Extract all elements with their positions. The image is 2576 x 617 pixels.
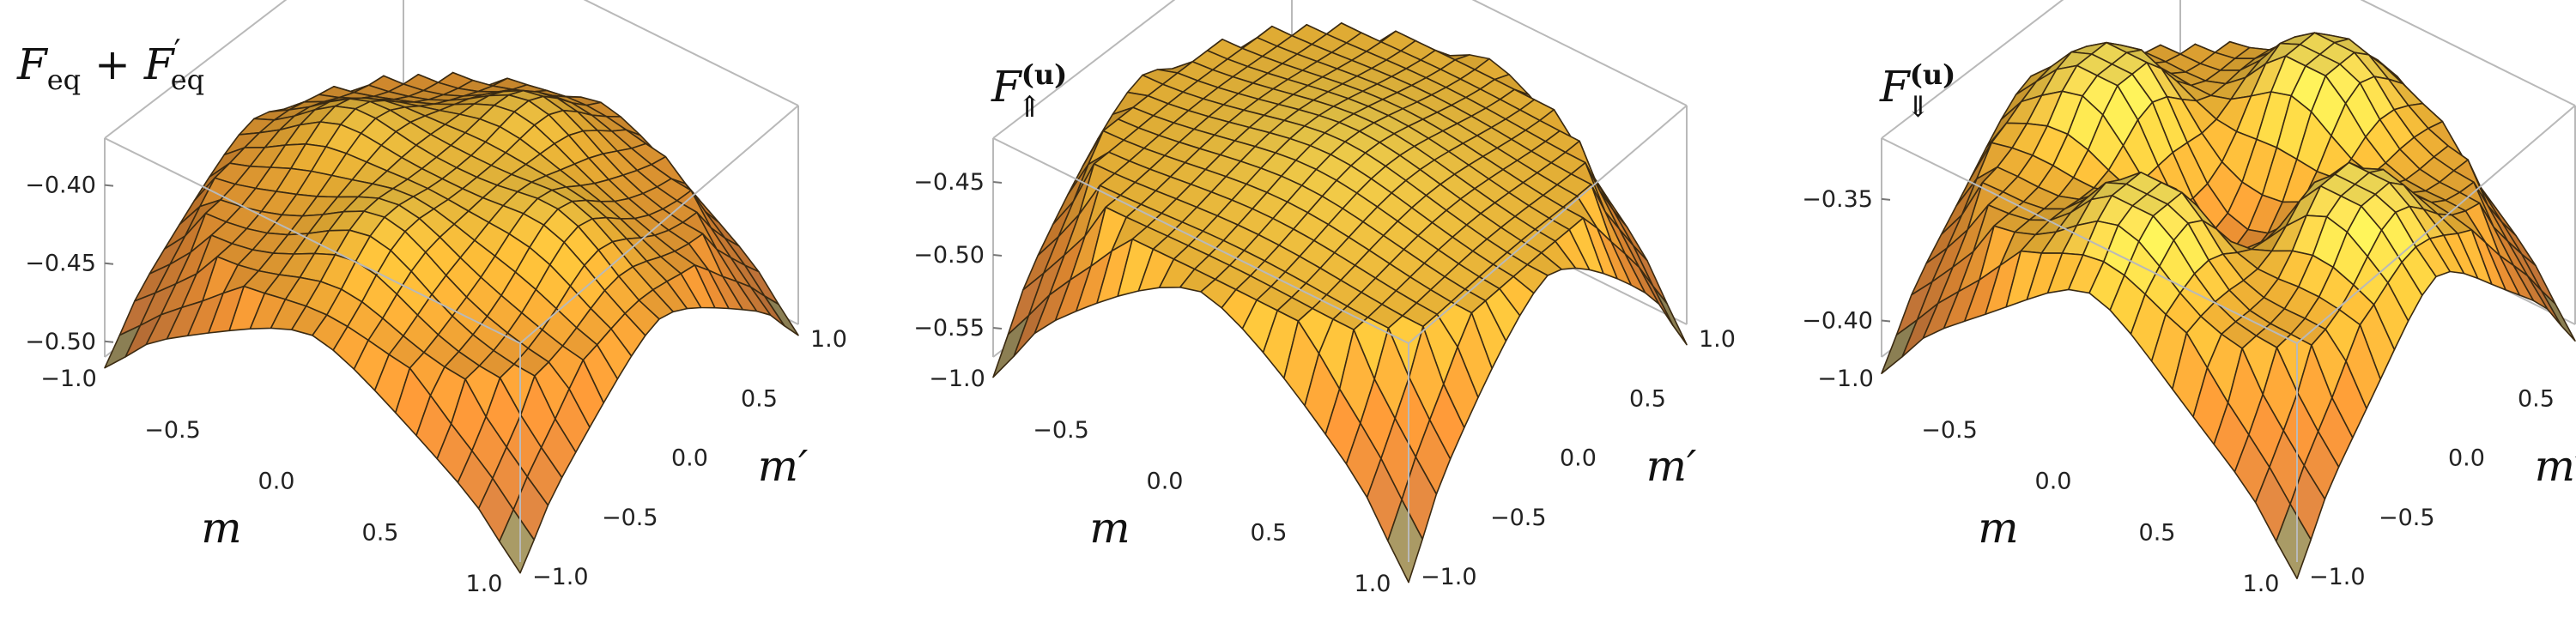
z-tick-mark-0 <box>992 181 1003 184</box>
z-tick-label-2: −0.55 <box>913 315 985 342</box>
mprime-axis-label: m′ <box>758 441 809 491</box>
m-tick-label-0: −1.0 <box>1817 366 1874 392</box>
z-tick-label-0: −0.40 <box>25 172 96 199</box>
surface-plot-3: −0.35 −0.40 −1.0 −0.5 0.0 0.5 1.0 −1.0 −0.5 0.0 0.… <box>1802 0 2576 597</box>
title-prime: ′ <box>174 34 181 70</box>
box-edge-front-2 <box>519 105 799 344</box>
mprime-tick-label-2: 0.0 <box>2448 445 2485 472</box>
z-tick-label-1: −0.40 <box>1802 308 1873 335</box>
m-tick-label-4: 1.0 <box>2243 571 2280 597</box>
z-tick-mark-1 <box>104 262 114 265</box>
title-subscript-2: eq <box>171 64 204 96</box>
surface-cell-19-19 <box>2540 289 2576 342</box>
surface-cell-19-19 <box>763 295 799 336</box>
m-tick-label-1: −0.5 <box>1033 417 1089 444</box>
mprime-tick-label-2: 0.0 <box>1560 445 1597 472</box>
m-axis-label: m <box>1978 503 2018 553</box>
box-edge-back-3 <box>1881 0 2064 139</box>
m-tick-label-2: 0.0 <box>258 469 295 495</box>
box-edge-front-1 <box>992 137 1409 344</box>
m-tick-label-2: 0.0 <box>1147 469 1184 495</box>
mprime-axis-label: m′ <box>1646 441 1697 491</box>
z-tick-label-1: −0.45 <box>25 251 96 277</box>
mprime-tick-label-0: −1.0 <box>1421 564 1477 590</box>
z-tick-mark-0 <box>1881 197 1891 201</box>
plot-title-1: Feq + F′ eq <box>16 34 204 96</box>
mprime-tick-label-1: −0.5 <box>1490 505 1547 531</box>
box-edge-front-1 <box>104 137 521 344</box>
z-tick-mark-0 <box>104 184 114 187</box>
box-edge-back-3 <box>104 0 288 139</box>
mprime-tick-label-0: −1.0 <box>2309 564 2366 590</box>
mprime-tick-label-3: 0.5 <box>2518 385 2555 412</box>
m-tick-label-2: 0.0 <box>2035 469 2072 495</box>
mprime-tick-label-4: 1.0 <box>1699 326 1736 353</box>
m-axis-label: m <box>1089 503 1130 553</box>
m-tick-label-3: 0.5 <box>2139 519 2176 546</box>
title-subscript: ⇓ <box>1906 90 1930 124</box>
z-tick-label-1: −0.50 <box>913 242 985 269</box>
title-operator: + <box>81 39 144 89</box>
mprime-tick-label-2: 0.0 <box>671 445 708 472</box>
m-tick-label-0: −1.0 <box>40 366 97 392</box>
m-tick-label-3: 0.5 <box>1251 519 1288 546</box>
surface-cell-19-0 <box>1387 499 1423 584</box>
z-tick-label-0: −0.45 <box>913 169 985 196</box>
box-edge-front-2 <box>2296 105 2576 344</box>
m-tick-label-1: −0.5 <box>1921 417 1978 444</box>
mprime-tick-label-3: 0.5 <box>1629 385 1666 412</box>
surface-plot-1: −0.40 −0.45 −0.50 −1.0 −0.5 0.0 0.5 1.0 −1.0 −0.5… <box>16 0 847 597</box>
z-tick-label-2: −0.50 <box>25 329 96 355</box>
title-symbol-2: F <box>143 39 176 89</box>
title-symbol: F <box>991 62 1023 112</box>
m-tick-label-4: 1.0 <box>1355 571 1391 597</box>
surface-cell-19-0 <box>498 509 536 574</box>
z-tick-mark-1 <box>1881 319 1891 323</box>
title-superscript: (u) <box>1021 58 1068 91</box>
m-tick-label-3: 0.5 <box>362 519 399 546</box>
box-edge-front-1 <box>1881 137 2298 344</box>
box-edge-front-2 <box>1408 105 1688 344</box>
title-symbol: F <box>16 39 49 89</box>
title-symbol: F <box>1879 62 1912 112</box>
title-subscript: ⇑ <box>1017 90 1042 124</box>
plot-title-3: F(u) ⇓ <box>1879 58 1955 124</box>
mprime-axis-label: m′ <box>2535 441 2576 491</box>
mprime-tick-label-0: −1.0 <box>532 564 589 590</box>
surface-plot-2: −0.45 −0.50 −0.55 −1.0 −0.5 0.0 0.5 1.0 −1.0 −0.5… <box>913 0 1736 597</box>
surface-cell-19-0 <box>2276 503 2312 580</box>
plot-title-2: F(u) ⇑ <box>991 58 1067 124</box>
z-tick-mark-2 <box>992 327 1003 330</box>
z-tick-label-0: −0.35 <box>1802 186 1873 213</box>
box-edge-back-3 <box>992 0 1176 139</box>
mprime-tick-label-1: −0.5 <box>2379 505 2435 531</box>
m-tick-label-0: −1.0 <box>929 366 985 392</box>
title-superscript: (u) <box>1910 58 1956 91</box>
z-tick-mark-1 <box>992 254 1003 257</box>
box-edge-back-4 <box>2360 0 2576 106</box>
title-subscript: eq <box>47 64 81 96</box>
m-tick-label-1: −0.5 <box>144 417 201 444</box>
box-edge-back-4 <box>583 0 799 106</box>
mprime-tick-label-4: 1.0 <box>810 326 847 353</box>
box-edge-back-4 <box>1471 0 1688 106</box>
m-tick-label-4: 1.0 <box>466 571 503 597</box>
m-axis-label: m <box>201 503 241 553</box>
mprime-tick-label-1: −0.5 <box>602 505 658 531</box>
mprime-tick-label-3: 0.5 <box>741 385 778 412</box>
